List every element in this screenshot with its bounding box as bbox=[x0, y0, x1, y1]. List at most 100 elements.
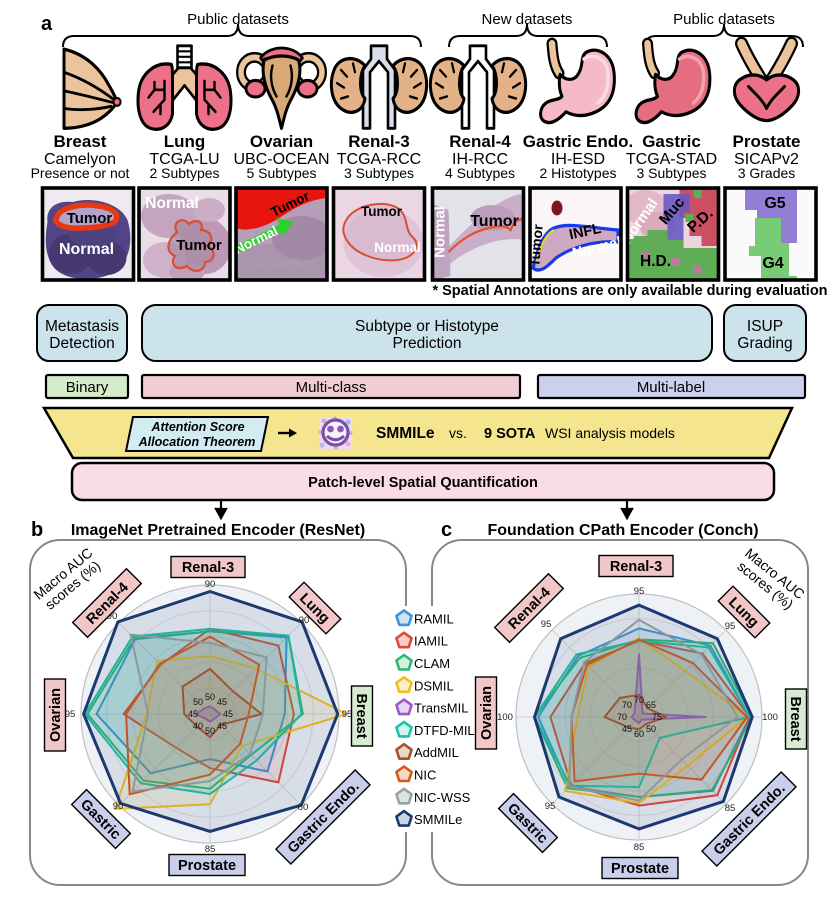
svg-text:Tumor: Tumor bbox=[470, 213, 519, 230]
svg-text:90: 90 bbox=[107, 611, 118, 622]
svg-text:90: 90 bbox=[205, 579, 216, 590]
svg-text:TCGA-RCC: TCGA-RCC bbox=[337, 151, 421, 168]
svg-text:Multi-class: Multi-class bbox=[296, 379, 367, 396]
svg-text:INFL: INFL bbox=[568, 221, 603, 243]
svg-text:SMMILe: SMMILe bbox=[376, 425, 435, 442]
svg-text:85: 85 bbox=[634, 842, 645, 853]
svg-text:Ovarian: Ovarian bbox=[48, 688, 64, 742]
svg-text:85: 85 bbox=[725, 803, 736, 814]
svg-text:* Spatial Annotations are only: * Spatial Annotations are only available… bbox=[432, 283, 827, 299]
svg-text:40: 40 bbox=[193, 721, 203, 731]
svg-text:Normal: Normal bbox=[59, 241, 114, 258]
svg-text:75: 75 bbox=[652, 712, 662, 722]
svg-text:WSI analysis models: WSI analysis models bbox=[545, 425, 675, 441]
svg-text:Patch-level Spatial Quantifica: Patch-level Spatial Quantification bbox=[308, 475, 538, 491]
svg-text:Tumor: Tumor bbox=[67, 210, 113, 227]
svg-text:IH-RCC: IH-RCC bbox=[452, 151, 508, 168]
svg-text:45: 45 bbox=[622, 724, 632, 734]
svg-text:Breast: Breast bbox=[54, 132, 107, 151]
svg-text:100: 100 bbox=[762, 712, 778, 723]
svg-text:Multi-label: Multi-label bbox=[637, 379, 705, 396]
svg-text:85: 85 bbox=[205, 844, 216, 855]
svg-text:Binary: Binary bbox=[66, 379, 109, 396]
svg-text:H.D.: H.D. bbox=[640, 253, 671, 270]
svg-text:Public datasets: Public datasets bbox=[673, 11, 775, 28]
svg-text:NIC-WSS: NIC-WSS bbox=[414, 790, 471, 805]
svg-text:Renal-4: Renal-4 bbox=[449, 132, 511, 151]
svg-text:Presence or not: Presence or not bbox=[31, 165, 130, 181]
svg-text:TCGA-LU: TCGA-LU bbox=[149, 151, 219, 168]
svg-text:Metastasis: Metastasis bbox=[45, 318, 119, 335]
svg-text:Lung: Lung bbox=[164, 132, 206, 151]
svg-text:Renal-3: Renal-3 bbox=[348, 132, 409, 151]
svg-text:95: 95 bbox=[634, 586, 645, 597]
svg-text:Prostate: Prostate bbox=[178, 858, 236, 874]
svg-text:100: 100 bbox=[497, 712, 513, 723]
svg-text:SICAPv2: SICAPv2 bbox=[734, 151, 799, 168]
svg-text:Ovarian: Ovarian bbox=[250, 132, 313, 151]
svg-text:a: a bbox=[41, 13, 53, 35]
svg-text:b: b bbox=[31, 519, 43, 541]
svg-text:New datasets: New datasets bbox=[482, 11, 573, 28]
svg-text:3 Subtypes: 3 Subtypes bbox=[344, 165, 414, 181]
svg-text:Tumor: Tumor bbox=[176, 237, 222, 254]
svg-text:IAMIL: IAMIL bbox=[414, 634, 448, 649]
svg-text:70: 70 bbox=[622, 700, 632, 710]
svg-text:5 Subtypes: 5 Subtypes bbox=[246, 165, 316, 181]
svg-text:UBC-OCEAN: UBC-OCEAN bbox=[233, 151, 329, 168]
svg-text:Subtype or Histotype: Subtype or Histotype bbox=[355, 318, 499, 335]
svg-text:Prediction: Prediction bbox=[393, 335, 462, 352]
svg-text:Tumor: Tumor bbox=[526, 223, 546, 267]
svg-text:Normal: Normal bbox=[374, 240, 421, 255]
svg-text:Prostate: Prostate bbox=[732, 132, 800, 151]
svg-text:Public datasets: Public datasets bbox=[187, 11, 289, 28]
svg-text:TransMIL: TransMIL bbox=[414, 701, 468, 716]
svg-text:80: 80 bbox=[298, 802, 309, 813]
svg-text:2 Subtypes: 2 Subtypes bbox=[149, 165, 219, 181]
svg-text:G5: G5 bbox=[764, 195, 785, 212]
svg-text:Prostate: Prostate bbox=[611, 861, 669, 877]
svg-text:50: 50 bbox=[205, 692, 215, 702]
svg-text:60: 60 bbox=[634, 729, 644, 739]
svg-text:3 Grades: 3 Grades bbox=[738, 165, 796, 181]
svg-text:Normal: Normal bbox=[145, 195, 198, 212]
svg-text:DTFD-MIL: DTFD-MIL bbox=[414, 723, 475, 738]
svg-text:Attention Score: Attention Score bbox=[150, 420, 244, 434]
svg-text:3 Subtypes: 3 Subtypes bbox=[636, 165, 706, 181]
svg-text:95: 95 bbox=[541, 619, 552, 630]
svg-text:45: 45 bbox=[223, 709, 233, 719]
svg-text:IH-ESD: IH-ESD bbox=[551, 151, 605, 168]
svg-text:Grading: Grading bbox=[737, 335, 792, 352]
svg-text:Foundation CPath Encoder (Conc: Foundation CPath Encoder (Conch) bbox=[487, 522, 758, 539]
svg-text:RAMIL: RAMIL bbox=[414, 611, 454, 626]
svg-text:TCGA-STAD: TCGA-STAD bbox=[626, 151, 717, 168]
svg-text:AddMIL: AddMIL bbox=[414, 745, 459, 760]
svg-text:2 Histotypes: 2 Histotypes bbox=[539, 165, 616, 181]
svg-text:ISUP: ISUP bbox=[747, 318, 783, 335]
svg-text:Renal-3: Renal-3 bbox=[182, 560, 234, 576]
svg-text:50: 50 bbox=[205, 726, 215, 736]
svg-text:45: 45 bbox=[217, 721, 227, 731]
svg-text:50: 50 bbox=[193, 697, 203, 707]
svg-text:Breast: Breast bbox=[353, 693, 369, 738]
svg-text:95: 95 bbox=[725, 621, 736, 632]
svg-text:c: c bbox=[441, 519, 452, 541]
svg-text:DSMIL: DSMIL bbox=[414, 678, 454, 693]
svg-text:90: 90 bbox=[299, 615, 310, 626]
svg-text:Gastric: Gastric bbox=[642, 132, 701, 151]
svg-text:Allocation Theorem: Allocation Theorem bbox=[138, 435, 256, 449]
svg-text:ImageNet Pretrained Encoder (R: ImageNet Pretrained Encoder (ResNet) bbox=[71, 522, 365, 539]
svg-text:45: 45 bbox=[217, 697, 227, 707]
svg-text:Ovarian: Ovarian bbox=[479, 686, 495, 740]
svg-text:Breast: Breast bbox=[787, 696, 803, 741]
svg-text:90: 90 bbox=[113, 801, 124, 812]
svg-text:70: 70 bbox=[634, 695, 644, 705]
svg-text:95: 95 bbox=[342, 709, 353, 720]
svg-text:G4: G4 bbox=[762, 255, 783, 272]
svg-text:Camelyon: Camelyon bbox=[44, 151, 116, 168]
svg-text:4 Subtypes: 4 Subtypes bbox=[445, 165, 515, 181]
svg-text:SMMILe: SMMILe bbox=[414, 812, 462, 827]
svg-text:70: 70 bbox=[617, 712, 627, 722]
svg-text:Normal: Normal bbox=[432, 206, 449, 258]
svg-text:65: 65 bbox=[646, 700, 656, 710]
